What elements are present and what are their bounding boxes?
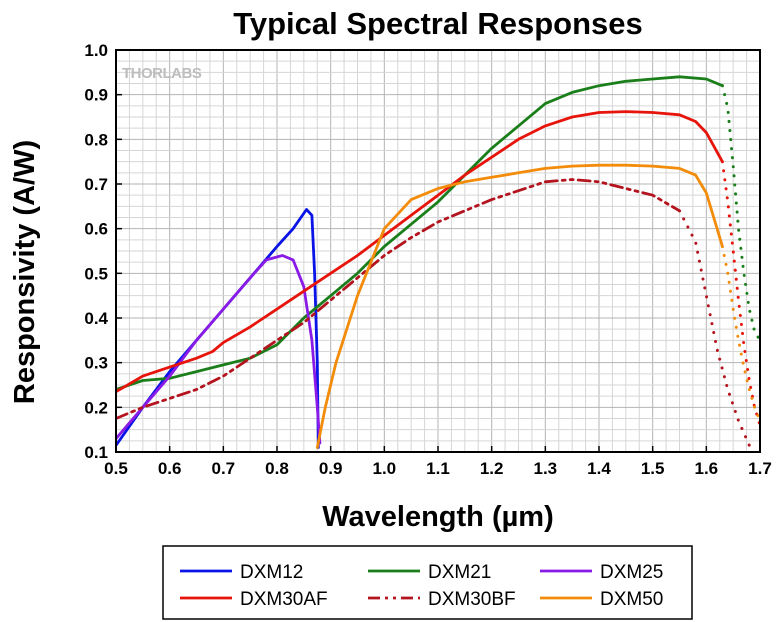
legend-label-dxm50: DXM50 — [600, 589, 663, 610]
y-tick-label: 0.2 — [84, 398, 108, 417]
grid — [115, 49, 761, 453]
y-tick-label: 0.3 — [84, 354, 108, 373]
axis-ticks: 0.5 0.6 0.7 0.8 0.9 1.0 1.1 1.2 1.3 1.4 1.5 1.6 1.7 0… — [84, 41, 771, 478]
series-group — [116, 75, 760, 449]
y-tick-label: 0.9 — [84, 86, 108, 105]
series-line-dxm25 — [116, 254, 322, 445]
x-tick-label: 1.1 — [426, 459, 450, 478]
legend-label-dxm30bf: DXM30BF — [428, 589, 516, 610]
y-tick-label: 0.1 — [84, 443, 108, 462]
series-dotted-dxm30bf — [678, 209, 751, 447]
x-tick-label: 1.6 — [695, 459, 719, 478]
x-tick-label: 0.6 — [158, 459, 182, 478]
x-tick-label: 1.5 — [641, 459, 665, 478]
series-line-dxm21 — [116, 75, 724, 391]
series-dotted-dxm21 — [720, 84, 760, 342]
series-line-dxm30af — [116, 110, 724, 394]
series-dotted-dxm50 — [720, 245, 760, 423]
legend-label-dxm25: DXM25 — [600, 562, 663, 583]
legend-label-dxm12: DXM12 — [240, 562, 303, 583]
x-tick-label: 1.3 — [534, 459, 558, 478]
thorlabs-logo-text: THORLABS — [122, 65, 202, 82]
x-tick-label: 1.7 — [748, 459, 772, 478]
x-tick-label: 1.4 — [587, 459, 611, 478]
legend: DXM12 DXM21 DXM25 DXM30AF DXM30BF DXM50 — [162, 545, 693, 620]
y-axis-title: Responsivity (A/W) — [9, 140, 41, 404]
y-tick-label: 0.6 — [84, 220, 108, 239]
series-line-dxm50 — [315, 163, 724, 449]
legend-label-dxm21: DXM21 — [428, 562, 491, 583]
y-tick-label: 0.7 — [84, 175, 108, 194]
legend-label-dxm30af: DXM30AF — [240, 589, 328, 610]
series-line-dxm12 — [116, 208, 320, 449]
x-axis-title: Wavelength (µm) — [322, 501, 554, 533]
y-tick-label: 0.4 — [84, 309, 108, 328]
y-tick-label: 0.5 — [84, 264, 108, 283]
x-tick-label: 0.8 — [265, 459, 289, 478]
x-tick-label: 1.2 — [480, 459, 504, 478]
y-tick-label: 0.8 — [84, 130, 108, 149]
y-tick-label: 1.0 — [84, 41, 108, 60]
series-line-dxm30bf — [116, 178, 681, 420]
chart-title: Typical Spectral Responses — [233, 6, 642, 41]
x-tick-label: 0.7 — [212, 459, 236, 478]
thorlabs-logo: THORLABS — [122, 65, 202, 82]
x-tick-label: 0.5 — [104, 459, 128, 478]
legend-box — [162, 545, 693, 620]
x-tick-label: 1.0 — [373, 459, 397, 478]
x-tick-label: 0.9 — [319, 459, 343, 478]
